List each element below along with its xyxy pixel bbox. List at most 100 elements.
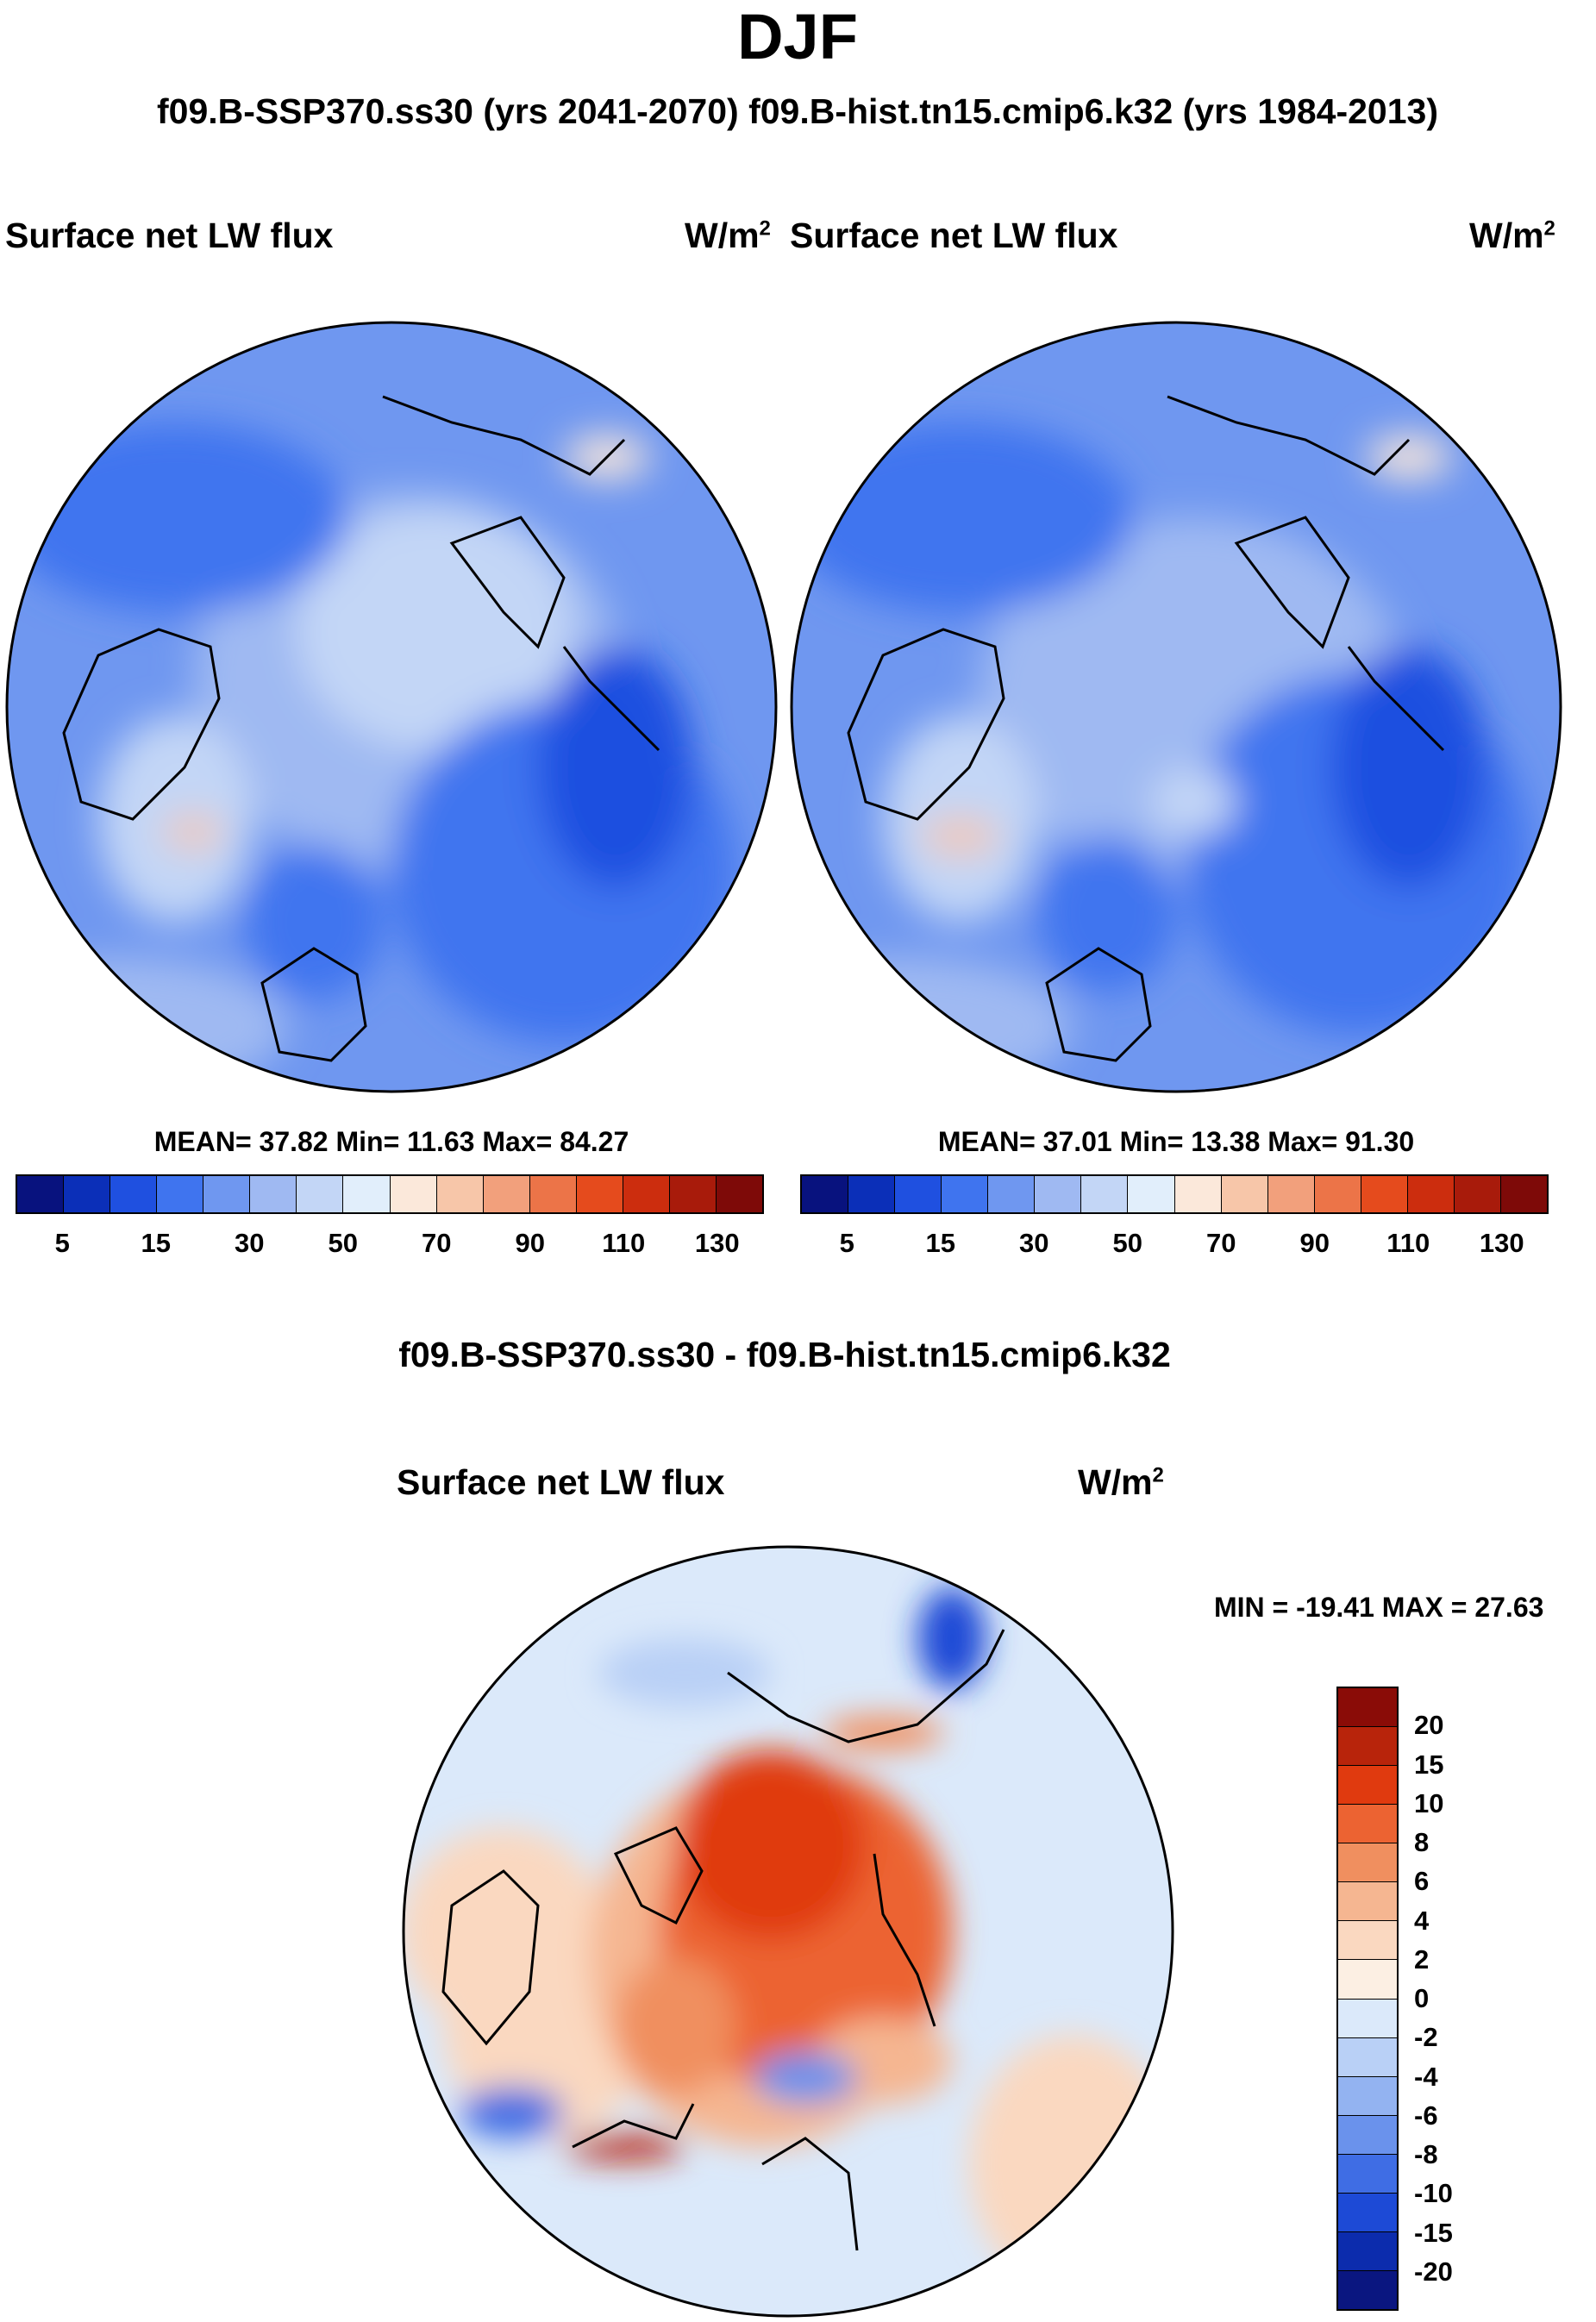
colorbar-label: 4 [1414, 1905, 1430, 1936]
top-left-units-label: W/m2 [685, 216, 771, 256]
colorbar-box [1338, 1882, 1397, 1922]
colorbar-box [297, 1176, 344, 1212]
colorbar-box [576, 1176, 623, 1212]
top-right-colorbar [800, 1174, 1549, 1214]
colorbar-label: 70 [1206, 1228, 1236, 1258]
colorbar-label: -10 [1414, 2178, 1453, 2209]
colorbar-box [1081, 1176, 1129, 1212]
colorbar-label: 110 [1386, 1228, 1430, 1258]
colorbar-label: -4 [1414, 2061, 1438, 2092]
colorbar-label: 6 [1414, 1866, 1430, 1897]
top-left-colorbar [16, 1174, 764, 1214]
colorbar-box [1338, 2270, 1397, 2309]
colorbar-box [1361, 1176, 1408, 1212]
difference-title: f09.B-SSP370.ss30 - f09.B-hist.tn15.cmip… [398, 1335, 1171, 1374]
figure-subtitle: f09.B-SSP370.ss30 (yrs 2041-2070) f09.B-… [157, 91, 1438, 131]
colorbar-box [1338, 1999, 1397, 2038]
colorbar-box [669, 1176, 717, 1212]
colorbar-box [1128, 1176, 1175, 1212]
colorbar-box [1338, 2037, 1397, 2077]
colorbar-box [1338, 1960, 1397, 2000]
figure-title: DJF [737, 1, 858, 72]
top-left-colorbar-labels: 5 15 30 50 70 90 110 130 [16, 1228, 764, 1262]
colorbar-box [17, 1176, 65, 1212]
colorbar-label: 15 [925, 1228, 955, 1258]
units-exponent: 2 [1543, 216, 1555, 241]
colorbar-box [64, 1176, 111, 1212]
top-right-colorbar-labels: 5 15 30 50 70 90 110 130 [800, 1228, 1549, 1262]
colorbar-box [1338, 2076, 1397, 2116]
colorbar-label: -8 [1414, 2139, 1438, 2169]
colorbar-label: 20 [1414, 1710, 1444, 1741]
colorbar-box [1338, 1805, 1397, 1844]
colorbar-box [1454, 1176, 1501, 1212]
units-exponent: 2 [759, 216, 771, 241]
colorbar-label: 2 [1414, 1943, 1430, 1975]
colorbar-box [343, 1176, 391, 1212]
colorbar-label: 30 [1019, 1228, 1049, 1258]
colorbar-box [1338, 1688, 1397, 1728]
units-base: W/m [685, 216, 760, 255]
colorbar-label: 50 [328, 1228, 358, 1258]
colorbar-box [942, 1176, 989, 1212]
bottom-variable-label: Surface net LW flux [397, 1462, 725, 1502]
bottom-minmax-stats: MIN = -19.41 MAX = 27.63 [1214, 1592, 1544, 1623]
colorbar-label: 5 [839, 1228, 854, 1258]
top-right-stats: MEAN= 37.01 Min= 13.38 Max= 91.30 [937, 1126, 1415, 1157]
colorbar-box [1338, 2193, 1397, 2232]
colorbar-box [1407, 1176, 1455, 1212]
colorbar-box [1500, 1176, 1547, 1212]
top-left-stats: MEAN= 37.82 Min= 11.63 Max= 84.27 [153, 1126, 629, 1157]
colorbar-box [1221, 1176, 1268, 1212]
colorbar-label: 90 [1299, 1228, 1330, 1258]
colorbar-label: 130 [694, 1228, 740, 1258]
colorbar-box [1174, 1176, 1222, 1212]
colorbar-box [436, 1176, 484, 1212]
colorbar-label: 15 [1414, 1749, 1444, 1780]
colorbar-box [1338, 1727, 1397, 1767]
top-left-variable-label: Surface net LW flux [5, 216, 334, 255]
colorbar-box [988, 1176, 1036, 1212]
units-base: W/m [1078, 1462, 1153, 1502]
difference-polar-map [402, 1545, 1174, 2318]
colorbar-label: -6 [1414, 2100, 1438, 2131]
colorbar-label: 8 [1414, 1827, 1430, 1857]
colorbar-box [157, 1176, 204, 1212]
colorbar-box [802, 1176, 849, 1212]
colorbar-label: 70 [422, 1228, 452, 1258]
colorbar-box [1338, 1766, 1397, 1806]
bottom-units-label: W/m2 [1078, 1462, 1164, 1503]
colorbar-box [1338, 1843, 1397, 1883]
colorbar-box [1035, 1176, 1082, 1212]
colorbar-box [623, 1176, 670, 1212]
colorbar-box [110, 1176, 158, 1212]
colorbar-label: -20 [1414, 2256, 1453, 2287]
units-exponent: 2 [1152, 1463, 1164, 1487]
top-right-polar-map [790, 321, 1562, 1093]
colorbar-label: 5 [54, 1228, 70, 1258]
colorbar-box [203, 1176, 251, 1212]
colorbar-label: -15 [1414, 2217, 1453, 2248]
units-base: W/m [1469, 216, 1544, 255]
colorbar-label: 10 [1414, 1787, 1444, 1818]
colorbar-box [390, 1176, 437, 1212]
colorbar-box [1267, 1176, 1315, 1212]
colorbar-box [483, 1176, 530, 1212]
colorbar-label: 110 [602, 1228, 646, 1258]
top-right-variable-label: Surface net LW flux [790, 216, 1118, 255]
colorbar-box [529, 1176, 577, 1212]
difference-colorbar-labels: 20 15 10 8 6 4 2 0 -2 -4 -6 -8 -10 -15 -… [1414, 1687, 1518, 2311]
colorbar-label: 15 [141, 1228, 171, 1258]
top-right-units-label: W/m2 [1469, 216, 1555, 256]
colorbar-label: 90 [515, 1228, 545, 1258]
colorbar-box [250, 1176, 297, 1212]
colorbar-box [716, 1176, 762, 1212]
colorbar-box [1338, 2231, 1397, 2271]
colorbar-box [1314, 1176, 1361, 1212]
colorbar-label: -2 [1414, 2022, 1438, 2053]
colorbar-box [848, 1176, 896, 1212]
colorbar-box [895, 1176, 942, 1212]
colorbar-label: 50 [1112, 1228, 1142, 1258]
colorbar-box [1338, 2154, 1397, 2194]
difference-colorbar [1336, 1687, 1399, 2311]
